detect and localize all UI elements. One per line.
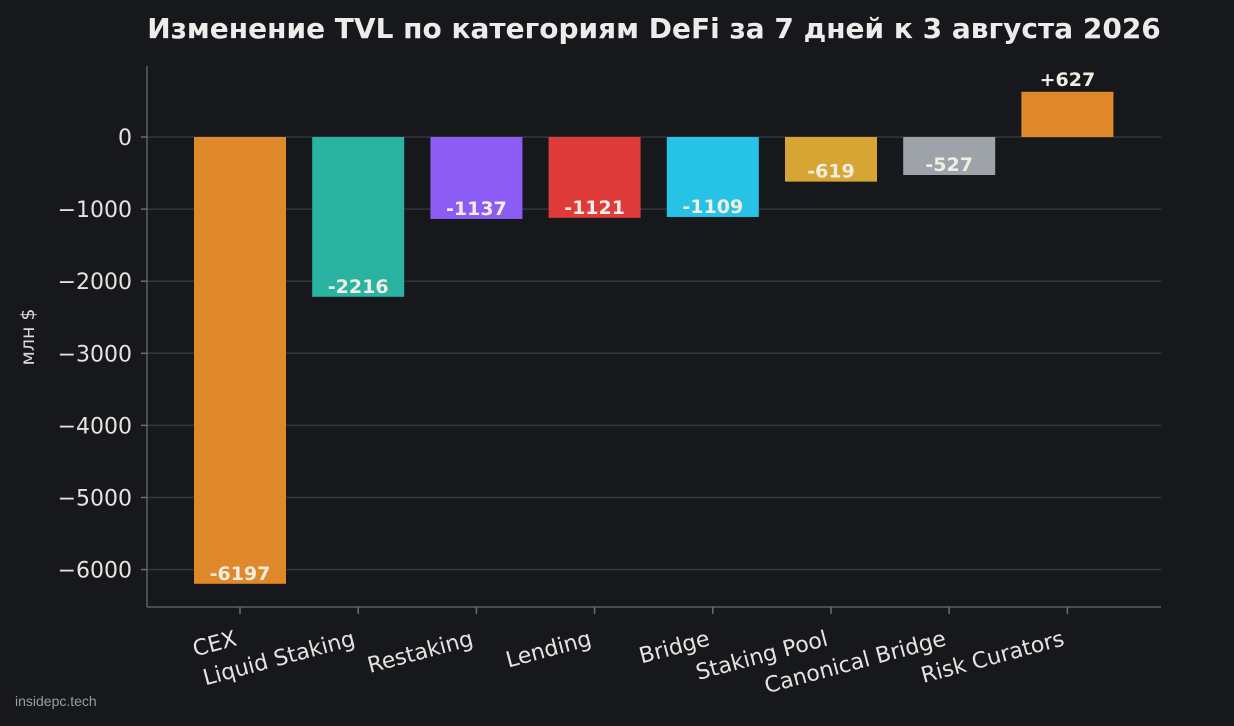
- y-axis-label: млн $: [17, 308, 39, 365]
- y-tick-label: 0: [118, 126, 132, 151]
- bars: [194, 91, 1114, 584]
- data-label: -1121: [564, 197, 625, 219]
- data-label: -527: [925, 154, 973, 176]
- chart-title: Изменение TVL по категориям DeFi за 7 дн…: [147, 12, 1161, 45]
- value-labels: -6197 -2216 -1137 -1121 -1109 -619 -527 +627: [210, 69, 1096, 585]
- data-label: -6197: [210, 563, 271, 585]
- y-tick-label: −3000: [58, 342, 132, 367]
- y-tick-label: −2000: [58, 270, 132, 295]
- x-tick-label: CEX: [190, 627, 239, 663]
- data-label: -1109: [682, 196, 743, 218]
- axes: [146, 66, 1161, 608]
- bar: [785, 137, 877, 182]
- data-label: -1137: [446, 198, 507, 220]
- watermark: insidepc.tech: [15, 693, 97, 709]
- bar: [666, 137, 759, 217]
- data-label: -2216: [328, 276, 389, 298]
- bar: [194, 137, 286, 584]
- data-label: -619: [807, 161, 855, 183]
- grid-lines: [147, 136, 1161, 571]
- y-tick-label: −4000: [58, 414, 132, 439]
- data-label: +627: [1040, 69, 1096, 91]
- bar: [548, 137, 641, 218]
- bar: [1021, 91, 1114, 137]
- x-tick-label: Lending: [503, 627, 594, 674]
- bar: [903, 137, 996, 175]
- y-tick-label: −5000: [58, 487, 132, 512]
- y-ticks: 0 −1000 −2000 −3000 −4000 −5000 −6000: [58, 126, 147, 584]
- y-tick-label: −1000: [58, 198, 132, 223]
- bar: [430, 137, 523, 219]
- x-tick-label: Restaking: [365, 627, 476, 679]
- y-tick-label: −6000: [58, 559, 132, 584]
- bar: [312, 137, 405, 297]
